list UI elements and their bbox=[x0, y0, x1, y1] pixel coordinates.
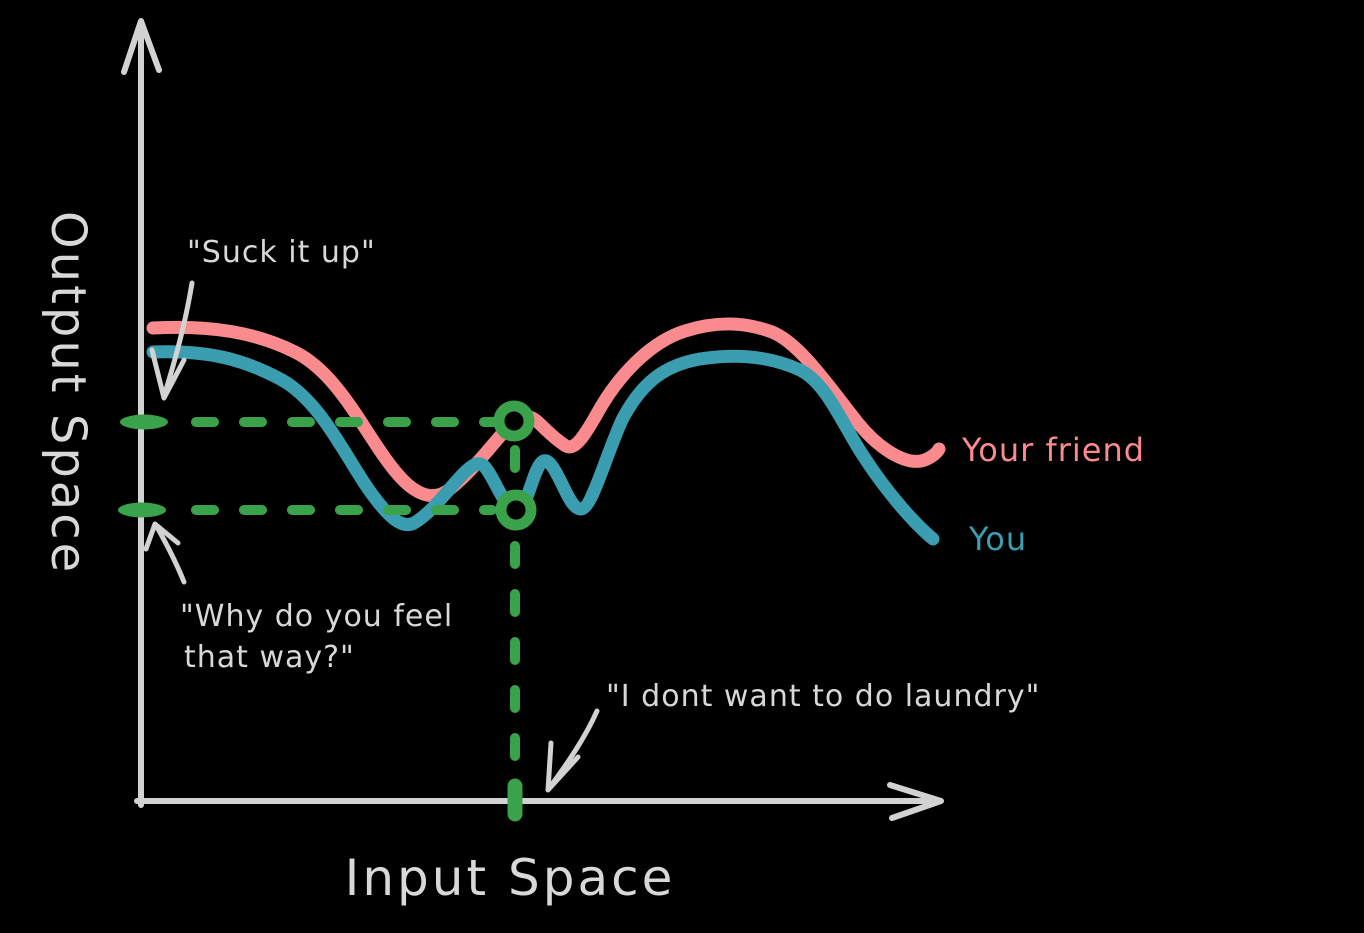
annotation-why-line1: "Why do you feel bbox=[180, 599, 453, 634]
annotation-why-line2: that way?" bbox=[184, 640, 355, 675]
tick-you-output bbox=[118, 502, 166, 518]
suck-it-up-arrow bbox=[149, 280, 195, 401]
why-arrow bbox=[143, 521, 187, 585]
annotation-laundry: "I dont want to do laundry" bbox=[606, 679, 1040, 714]
marker-you-point bbox=[495, 489, 537, 531]
tick-friend-output bbox=[120, 414, 168, 430]
y-axis bbox=[121, 18, 162, 808]
x-axis-label: Input Space bbox=[345, 849, 676, 907]
legend-your-friend: Your friend bbox=[961, 431, 1145, 469]
curve-you bbox=[146, 345, 940, 546]
x-axis bbox=[134, 782, 944, 821]
curve-your-friend bbox=[146, 317, 946, 503]
y-axis-label: Output Space bbox=[40, 211, 96, 575]
marker-friend-point bbox=[493, 400, 535, 442]
annotation-suck-it-up: "Suck it up" bbox=[187, 235, 376, 270]
laundry-arrow bbox=[545, 708, 600, 793]
legend-you: You bbox=[968, 520, 1027, 558]
